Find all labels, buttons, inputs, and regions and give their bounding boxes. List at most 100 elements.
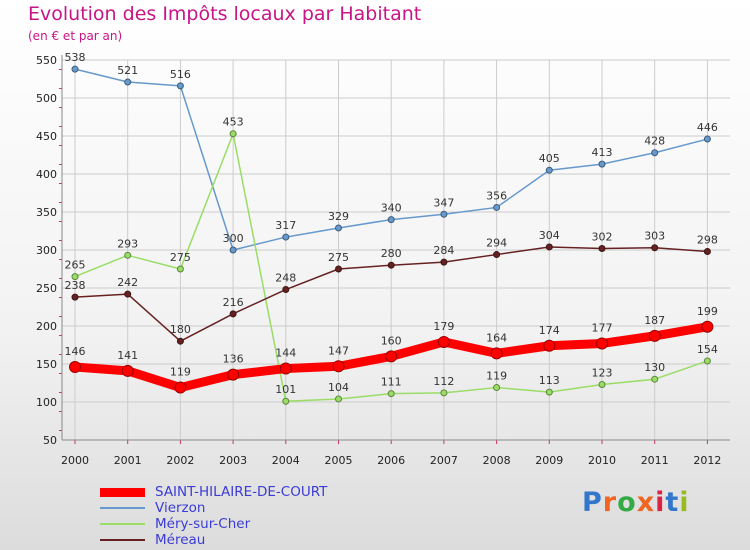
data-label: 446: [697, 121, 718, 134]
legend-entry: Méreau: [100, 532, 327, 548]
data-point: [598, 381, 606, 389]
data-point: [387, 390, 395, 398]
data-point: [124, 290, 132, 298]
data-point: [651, 149, 659, 157]
data-label: 101: [275, 383, 296, 396]
data-point: [596, 337, 608, 350]
x-tick-label: 2008: [483, 454, 511, 467]
x-tick-label: 2005: [325, 454, 353, 467]
data-point: [279, 362, 292, 375]
data-label: 147: [328, 344, 349, 357]
legend-entry: SAINT-HILAIRE-DE-COURT: [100, 484, 327, 500]
x-tick-label: 2007: [430, 454, 458, 467]
data-point: [282, 397, 290, 405]
x-tick-label: 2006: [377, 454, 405, 467]
data-label: 347: [433, 196, 454, 209]
data-label: 303: [644, 230, 665, 243]
y-tick-label: 400: [36, 168, 57, 181]
legend-label: Vierzon: [155, 500, 206, 516]
data-point: [124, 251, 132, 259]
x-tick-label: 2012: [693, 454, 721, 467]
data-point: [121, 364, 134, 377]
x-tick-label: 2000: [61, 454, 89, 467]
data-point: [229, 310, 237, 318]
data-point: [545, 243, 553, 251]
logo-letter: P: [582, 487, 603, 518]
y-tick-label: 350: [36, 206, 57, 219]
data-point: [651, 244, 659, 252]
data-label: 154: [697, 343, 718, 356]
data-point: [176, 265, 184, 273]
data-label: 265: [65, 259, 86, 272]
data-label: 242: [117, 276, 138, 289]
legend-swatch: [100, 507, 145, 509]
data-label: 238: [65, 279, 86, 292]
data-point: [176, 337, 184, 345]
data-label: 275: [328, 251, 349, 264]
data-label: 413: [592, 146, 613, 159]
data-point: [229, 130, 237, 138]
chart-legend: SAINT-HILAIRE-DE-COURT Vierzon Méry-sur-Ch…: [100, 484, 327, 548]
data-point: [651, 375, 659, 383]
data-label: 428: [644, 135, 665, 148]
y-tick-label: 50: [43, 434, 57, 447]
y-tick-label: 100: [36, 396, 57, 409]
data-label: 453: [223, 116, 244, 129]
data-point: [282, 286, 290, 294]
legend-swatch: [100, 539, 145, 541]
data-point: [598, 160, 606, 168]
data-label: 329: [328, 210, 349, 223]
data-point: [490, 347, 503, 360]
legend-swatch: [100, 523, 145, 525]
data-label: 119: [170, 366, 191, 379]
data-label: 180: [170, 323, 191, 336]
x-tick-label: 2009: [535, 454, 563, 467]
x-tick-label: 2002: [166, 454, 194, 467]
data-point: [598, 244, 606, 252]
chart-title: Evolution des Impôts locaux par Habitant: [28, 3, 422, 25]
y-tick-label: 200: [36, 320, 57, 333]
chart-subtitle: (en € et par an): [28, 29, 123, 43]
data-label: 119: [486, 370, 507, 383]
data-label: 144: [275, 347, 296, 360]
data-point: [440, 258, 448, 266]
data-label: 123: [592, 367, 613, 380]
data-point: [71, 293, 79, 301]
proxiti-logo: Proxiti: [582, 487, 690, 518]
data-label: 304: [539, 229, 560, 242]
data-point: [493, 384, 501, 392]
data-point: [71, 65, 79, 73]
data-label: 284: [433, 244, 454, 257]
data-point: [440, 389, 448, 397]
data-label: 275: [170, 251, 191, 264]
data-label: 177: [592, 321, 613, 334]
data-point: [335, 265, 342, 273]
legend-label: Méreau: [155, 532, 206, 548]
data-point: [543, 339, 556, 352]
logo-letter: i: [679, 487, 690, 518]
data-label: 160: [381, 334, 402, 347]
y-tick-label: 150: [36, 358, 57, 371]
data-point: [387, 261, 395, 269]
y-tick-label: 450: [36, 130, 57, 143]
data-label: 516: [170, 68, 191, 81]
logo-letter: t: [665, 487, 680, 518]
data-label: 248: [275, 272, 296, 285]
data-label: 113: [539, 374, 560, 387]
data-point: [385, 350, 398, 363]
data-point: [545, 166, 553, 174]
data-point: [703, 135, 711, 143]
data-label: 112: [433, 375, 454, 388]
y-tick-label: 500: [36, 92, 57, 105]
data-point: [440, 210, 448, 218]
data-label: 340: [381, 202, 402, 215]
legend-label: Méry-sur-Cher: [155, 516, 251, 532]
data-point: [332, 360, 345, 373]
data-point: [229, 246, 237, 254]
y-tick-label: 300: [36, 244, 57, 257]
data-label: 317: [275, 219, 296, 232]
data-point: [227, 368, 240, 381]
data-point: [176, 82, 184, 90]
